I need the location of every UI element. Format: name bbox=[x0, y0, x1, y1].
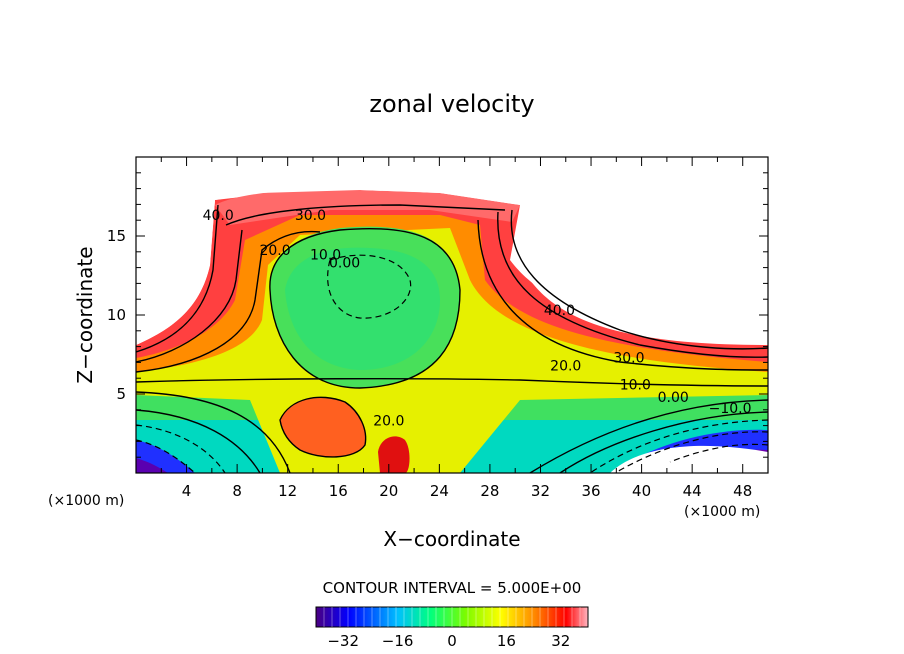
colorbar-tick-label: 16 bbox=[497, 632, 516, 650]
green-inner-core bbox=[285, 247, 440, 370]
x-tick-label: 44 bbox=[683, 482, 702, 500]
contour-line-lower-mid bbox=[136, 409, 261, 473]
contour-label: −10.0 bbox=[709, 401, 752, 417]
contour-line-40-left bbox=[136, 204, 219, 353]
contour-line-20-left bbox=[136, 230, 321, 373]
lower-jet-core bbox=[378, 436, 410, 473]
contour-line-40-right bbox=[510, 209, 768, 350]
chart-title: zonal velocity bbox=[369, 90, 534, 118]
contour-line-lower-mid-right bbox=[559, 411, 768, 473]
negative-contour-lines bbox=[136, 254, 768, 473]
contour-line-neg30-right bbox=[669, 443, 768, 463]
x-axis-unit-left: (×1000 m) bbox=[48, 493, 124, 509]
contour-line-neg20-right bbox=[614, 431, 768, 473]
velocity-field bbox=[136, 157, 768, 473]
colorbar-tick-label: 0 bbox=[447, 632, 457, 650]
contour-line-10-right bbox=[136, 377, 768, 387]
contour-line-10-core bbox=[269, 227, 461, 389]
x-tick-label: 4 bbox=[182, 482, 192, 500]
x-tick-label: 20 bbox=[379, 482, 398, 500]
x-tick-label: 32 bbox=[531, 482, 550, 500]
x-axis-unit-right: (×1000 m) bbox=[684, 504, 760, 520]
y-axis-ticks: 5 10 15 bbox=[107, 172, 768, 458]
contour-label: 40.0 bbox=[544, 303, 575, 319]
y-tick-label: 5 bbox=[116, 385, 126, 403]
contour-label: 30.0 bbox=[295, 208, 326, 224]
x-tick-label: 16 bbox=[329, 482, 348, 500]
x-tick-label: 24 bbox=[430, 482, 449, 500]
lower-left-violet bbox=[136, 458, 168, 473]
colorbar-tick-label: 32 bbox=[551, 632, 570, 650]
contour-label: 20.0 bbox=[550, 358, 581, 374]
contour-line-30-top bbox=[225, 204, 506, 226]
y-tick-label: 10 bbox=[107, 306, 126, 324]
contour-line-0 bbox=[136, 391, 291, 473]
contour-line-neg10-right bbox=[589, 419, 768, 473]
contour-label: 0.00 bbox=[329, 256, 360, 272]
contour-labels: 40.0 30.020.0 10.00.0040.030.020.010.00.00… bbox=[203, 208, 752, 429]
y-tick-label: 15 bbox=[107, 227, 126, 245]
contour-label: 10.0 bbox=[310, 248, 341, 264]
lower-jet bbox=[280, 397, 366, 457]
empty-region-top bbox=[136, 157, 768, 345]
x-tick-label: 12 bbox=[278, 482, 297, 500]
colorbar bbox=[315, 606, 589, 628]
top-pink bbox=[215, 189, 520, 225]
contour-line-20-right bbox=[477, 219, 768, 371]
contour-line-neg20-left bbox=[136, 439, 196, 473]
contour-line-30-right bbox=[497, 211, 768, 358]
colorbar-tick-label: −32 bbox=[327, 632, 359, 650]
x-tick-label: 8 bbox=[232, 482, 242, 500]
contour-label: 40.0 bbox=[203, 208, 234, 224]
colorbar-tick-label: −16 bbox=[382, 632, 414, 650]
colorbar-steps bbox=[323, 607, 581, 627]
contour-line-neg10-left bbox=[136, 424, 226, 473]
contour-label: 30.0 bbox=[613, 350, 644, 366]
contour-line-lower-jet bbox=[279, 396, 367, 458]
x-axis-ticks: 4 8 12 16 20 24 28 32 36 40 44 48 bbox=[160, 157, 752, 500]
contour-label: 20.0 bbox=[373, 414, 404, 430]
lower-right-empty bbox=[610, 445, 768, 473]
x-tick-label: 36 bbox=[581, 482, 600, 500]
contour-label: 0.00 bbox=[658, 390, 689, 406]
contour-line-0-right bbox=[529, 399, 768, 473]
contour-line-30-left bbox=[136, 229, 243, 363]
contour-label: 20.0 bbox=[259, 243, 290, 259]
contour-label: 10.0 bbox=[620, 377, 651, 393]
y-axis-label: Z−coordinate bbox=[73, 246, 97, 383]
x-axis-label: X−coordinate bbox=[383, 527, 520, 551]
contour-line-core-dash bbox=[327, 254, 412, 319]
x-tick-label: 28 bbox=[480, 482, 499, 500]
x-tick-label: 40 bbox=[632, 482, 651, 500]
contour-lines bbox=[136, 204, 768, 473]
colorbar-ticks: −32 −16 0 16 32 bbox=[327, 632, 570, 650]
x-tick-label: 48 bbox=[733, 482, 752, 500]
contour-interval-text: CONTOUR INTERVAL = 5.000E+00 bbox=[323, 579, 582, 597]
